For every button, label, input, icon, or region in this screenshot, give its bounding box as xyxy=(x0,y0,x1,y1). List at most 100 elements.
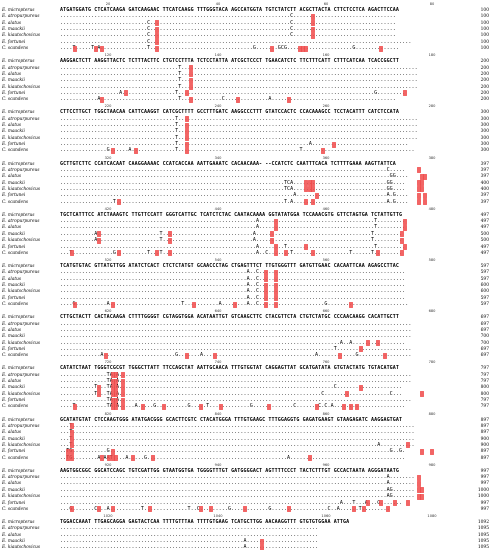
variant-highlight xyxy=(110,391,115,398)
species-label: E. maackii xyxy=(2,129,25,135)
species-label: E. kiautschovicus xyxy=(2,545,41,550)
variant-highlight xyxy=(304,186,309,193)
variant-highlight xyxy=(69,423,74,430)
variant-highlight xyxy=(311,32,316,39)
variant-highlight xyxy=(270,231,275,238)
sequence-row: E. fortunei ...................A.........… xyxy=(0,90,491,97)
species-label: E. atropurpureus xyxy=(2,116,40,122)
sequence-text: ...............TA.A.....................… xyxy=(60,371,412,378)
sequence-row: E. fortunei ..TG...........G.............… xyxy=(0,448,491,455)
sequence-text: TGCTCATTTCC ATCTAAAGTC TTGTTCCATT GGGTCA… xyxy=(60,211,403,218)
species-label: E. atropurpureus xyxy=(2,65,40,71)
variant-highlight xyxy=(284,250,288,257)
position-tick-label: 1080 xyxy=(427,514,437,518)
sequence-row: E. fortunei.............................… xyxy=(0,244,491,251)
sequence-row: E. alatus...............................… xyxy=(0,480,491,487)
variant-highlight xyxy=(416,487,421,494)
variant-highlight xyxy=(392,500,397,507)
position-number: 697 xyxy=(480,353,489,359)
species-label: E. fortunei xyxy=(2,193,26,199)
species-label: E. atropurpureus xyxy=(2,219,40,225)
position-tick-label: 780 xyxy=(428,360,436,365)
sequence-row: E. maackii..............................… xyxy=(0,487,491,494)
variant-highlight xyxy=(420,493,424,500)
species-label: E. kiautschovicus xyxy=(2,186,41,192)
sequence-row: C. scandens ....T..........TA.A.....A....… xyxy=(0,403,491,410)
position-number: 897 xyxy=(480,455,489,461)
variant-highlight xyxy=(314,192,319,199)
species-label: E. atropurpureus xyxy=(2,475,40,481)
sequence-row: E. fortunei ...............TA.A..........… xyxy=(0,397,491,404)
variant-highlight xyxy=(416,480,421,487)
variant-highlight xyxy=(209,506,214,513)
sequence-row: E. fortunei.............................… xyxy=(0,141,491,148)
sequence-row: E. kiautschovicus.......................… xyxy=(0,186,491,193)
variant-highlight xyxy=(416,192,421,199)
variant-highlight xyxy=(341,403,346,410)
position-number: 397 xyxy=(480,199,489,205)
position-number: 897 xyxy=(480,417,489,423)
sequence-text: AAGTGGCGGC GGCATCCAGC TGTCGATTGG GTAATGG… xyxy=(60,467,400,474)
position-number: 300 xyxy=(480,110,489,116)
reference-sequence-row: E. micropterus GCATATGTAT CTCCAAGTGGG ATA… xyxy=(0,417,491,424)
position-number: 1095 xyxy=(477,526,489,532)
variant-highlight xyxy=(331,141,336,148)
species-label: E. alatus xyxy=(2,276,22,282)
sequence-text: ........................................… xyxy=(60,493,415,500)
position-tick-label: 580 xyxy=(428,258,436,262)
alignment-block: 620 640 660 680 E. micropterus CTTGCTACTT CAC… xyxy=(0,309,491,360)
sequence-text: ....T..........TA.A.....A.....G.........… xyxy=(60,403,406,410)
variant-highlight xyxy=(120,391,125,398)
position-tick-label: 840 xyxy=(214,411,222,416)
variant-highlight xyxy=(348,403,353,410)
variant-highlight xyxy=(154,45,159,52)
sequence-text: CTTCCTTGCT TGGCTAACAA CATTCAAGGT CATCGCT… xyxy=(60,109,400,116)
variant-highlight xyxy=(311,180,316,187)
sequence-row: E. maackii ...........T...TA.A...........… xyxy=(0,384,491,391)
sequence-text: ............................C...........… xyxy=(60,26,396,33)
variant-highlight xyxy=(97,384,101,391)
species-label: E. micropterus xyxy=(2,366,35,372)
variant-highlight xyxy=(365,340,370,347)
species-label: E. atropurpureus xyxy=(2,372,40,378)
position-tick-label: 80 xyxy=(429,2,435,6)
alignment-block: 520 540 560 580 E. micropterus TCATGTGTAC GTT… xyxy=(0,258,491,309)
position-number: 497 xyxy=(480,219,489,225)
species-label: C. scandens xyxy=(2,506,29,512)
sequence-row: E. alatus...............................… xyxy=(0,276,491,283)
variant-highlight xyxy=(110,384,115,391)
species-label: E. fortunei xyxy=(2,90,26,96)
position-number: 897 xyxy=(480,430,489,436)
variant-highlight xyxy=(117,199,122,206)
variant-highlight xyxy=(420,186,424,193)
alignment-block: 720 740 760 780 E. micropterus CATATCTAAT TGG… xyxy=(0,360,491,411)
position-number: 100 xyxy=(480,46,489,52)
reference-sequence-row: E. micropterus AAGTGGCGGC GGCATCCAGC TGTC… xyxy=(0,468,491,475)
variant-highlight xyxy=(263,288,268,295)
variant-highlight xyxy=(185,90,190,97)
sequence-text: .....................................T..… xyxy=(60,122,418,129)
variant-highlight xyxy=(114,397,118,404)
sequence-text: ........................................… xyxy=(60,192,409,199)
species-label: C. scandens xyxy=(2,404,29,410)
sequence-row: C. scandens ...G.......C...A..........T..… xyxy=(0,506,491,513)
sequence-row: E. kiautschovicus ...........A...........… xyxy=(0,237,491,244)
position-number: 397 xyxy=(480,167,489,173)
reference-sequence-row: E. micropterus CATATCTAAT TGGGTCGCGT TGGG… xyxy=(0,365,491,372)
sequence-row: E. atropurpureus........................… xyxy=(0,13,491,20)
variant-highlight xyxy=(120,372,125,379)
variant-highlight xyxy=(161,403,166,410)
position-number: 597 xyxy=(480,264,489,269)
species-label: E. micropterus xyxy=(2,8,35,13)
variant-highlight xyxy=(168,231,173,238)
position-number: 600 xyxy=(480,283,489,289)
variant-highlight xyxy=(420,391,424,398)
position-tick-label: 720 xyxy=(104,360,112,365)
variant-highlight xyxy=(185,141,190,148)
sequence-text: ...........T...TA.A.....................… xyxy=(60,384,403,391)
variant-highlight xyxy=(416,474,421,481)
variant-highlight xyxy=(100,45,105,52)
variant-highlight xyxy=(273,218,278,225)
variant-highlight xyxy=(399,250,404,257)
variant-highlight xyxy=(423,173,428,180)
